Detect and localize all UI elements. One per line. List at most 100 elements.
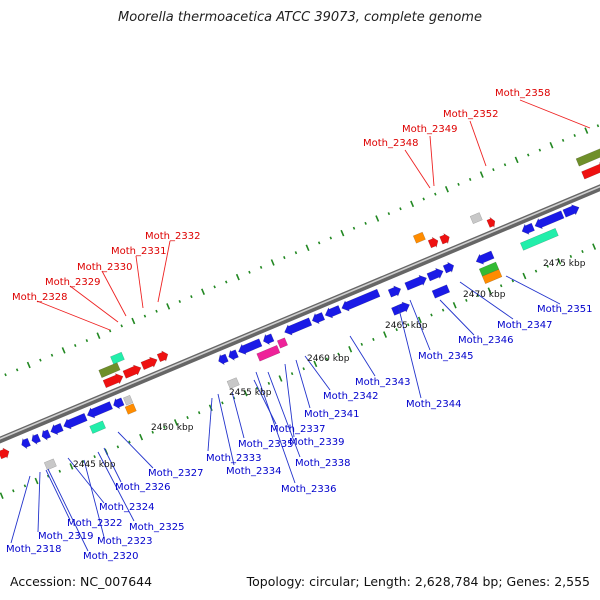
gc-track-bottom-tick <box>487 287 492 294</box>
gene-moth-2347b <box>481 269 503 285</box>
gc-track-top-tick <box>166 303 171 310</box>
gene-label-moth-2327[interactable]: Moth_2327 <box>148 468 203 479</box>
gene-label-moth-2335[interactable]: Moth_2335 <box>238 439 293 450</box>
gene-label-moth-2343[interactable]: Moth_2343 <box>355 377 410 388</box>
gc-track-top-tick <box>96 332 101 339</box>
leader-line-bot <box>207 397 213 452</box>
gc-track-bottom-tick <box>511 279 515 283</box>
gene-label-moth-2346[interactable]: Moth_2346 <box>458 335 513 346</box>
leader-line-bot <box>231 391 245 439</box>
gene-moth-2349b <box>439 232 450 245</box>
gc-track-top-tick <box>39 358 42 362</box>
gene-label-moth-2332[interactable]: Moth_2332 <box>145 231 200 242</box>
scale-label-2450: 2450 kbp <box>151 423 194 433</box>
gc-track-bottom-tick <box>522 272 527 280</box>
leader-line-bot <box>409 299 431 351</box>
gene-label-moth-2337[interactable]: Moth_2337 <box>270 424 325 435</box>
gene-label-moth-2347[interactable]: Moth_2347 <box>497 320 552 331</box>
gene-label-moth-2326[interactable]: Moth_2326 <box>115 482 170 493</box>
gene-label-moth-2324[interactable]: Moth_2324 <box>99 502 154 513</box>
gene-moth-2352 <box>469 212 483 225</box>
gene-label-moth-2334[interactable]: Moth_2334 <box>226 466 281 477</box>
gc-track-top-tick <box>457 182 460 186</box>
gc-track-bottom-tick <box>34 477 39 485</box>
leader-line-top <box>519 99 591 129</box>
gc-track-bottom-tick <box>186 416 189 420</box>
leader-line-bot <box>37 471 41 533</box>
gene-label-moth-2319[interactable]: Moth_2319 <box>38 531 93 542</box>
gc-track-bottom-tick <box>499 284 503 288</box>
gc-track-top-tick <box>387 212 391 216</box>
leader-line-bot <box>67 457 105 504</box>
gene-label-moth-2325[interactable]: Moth_2325 <box>129 522 184 533</box>
gene-moth-2350 <box>521 222 535 235</box>
gene-label-moth-2329[interactable]: Moth_2329 <box>45 277 100 288</box>
gc-track-top-tick <box>364 221 367 225</box>
gc-track-top-tick <box>259 265 263 269</box>
leader-line-bot <box>117 431 154 469</box>
gene-label-moth-2318[interactable]: Moth_2318 <box>6 544 61 555</box>
gene-label-moth-2348[interactable]: Moth_2348 <box>363 138 418 149</box>
gene-moth-2349 <box>427 236 439 249</box>
gc-track-top-tick <box>143 314 147 318</box>
gene-label-moth-2352[interactable]: Moth_2352 <box>443 109 498 120</box>
gene-label-moth-2323[interactable]: Moth_2323 <box>97 536 152 547</box>
gc-track-top-tick <box>131 317 136 325</box>
gc-track-bottom-tick <box>151 430 154 434</box>
gene-moth-2320 <box>41 429 52 441</box>
scale-label-2470: 2470 kbp <box>463 290 506 300</box>
leader-line-bot <box>284 363 295 438</box>
gene-label-moth-2351[interactable]: Moth_2351 <box>537 304 592 315</box>
gene-label-moth-2320[interactable]: Moth_2320 <box>83 551 138 562</box>
gc-track-top-tick <box>410 200 415 208</box>
gene-moth-2334 <box>228 349 239 362</box>
leader-line-bot <box>83 459 105 538</box>
gc-track-top-tick <box>561 138 565 142</box>
gc-track-bottom-tick <box>569 254 573 258</box>
gc-track-bottom-tick <box>383 331 388 338</box>
gene-label-moth-2358[interactable]: Moth_2358 <box>495 88 550 99</box>
gene-label-moth-2344[interactable]: Moth_2344 <box>406 399 461 410</box>
gc-track-top-tick <box>85 339 89 343</box>
leader-line-bot <box>295 359 311 409</box>
gc-skew-ticks <box>0 124 600 499</box>
gene-moth-2358 <box>575 148 600 167</box>
gene-features <box>0 148 600 471</box>
gene-moth-2333 <box>218 353 229 366</box>
gc-track-top-tick <box>503 163 507 167</box>
leader-line-bot <box>253 379 277 425</box>
gene-moth-2333b <box>226 377 240 390</box>
gc-track-bottom-tick <box>128 440 131 444</box>
leader-line-bot <box>349 335 376 377</box>
gc-track-top-tick <box>294 251 298 255</box>
gc-track-top-tick <box>329 236 333 240</box>
gene-label-moth-2339[interactable]: Moth_2339 <box>289 437 344 448</box>
gc-track-bottom-tick <box>395 328 398 332</box>
gene-moth-2341 <box>311 312 326 325</box>
gene-moth-2342 <box>324 305 342 319</box>
gene-label-moth-2338[interactable]: Moth_2338 <box>295 458 350 469</box>
gene-label-moth-2336[interactable]: Moth_2336 <box>281 484 336 495</box>
gc-track-top-tick <box>178 300 182 304</box>
gene-label-moth-2342[interactable]: Moth_2342 <box>323 391 378 402</box>
gene-label-moth-2349[interactable]: Moth_2349 <box>402 124 457 135</box>
gc-track-top-tick <box>514 156 519 164</box>
gene-label-moth-2330[interactable]: Moth_2330 <box>77 262 132 273</box>
gene-label-moth-2341[interactable]: Moth_2341 <box>304 409 359 420</box>
gene-moth-2331b <box>140 356 158 371</box>
gene-label-moth-2328[interactable]: Moth_2328 <box>12 292 67 303</box>
gene-label-moth-2322[interactable]: Moth_2322 <box>67 518 122 529</box>
gene-moth-2337 <box>256 344 281 362</box>
map-title: Moorella thermoacetica ATCC 39073, compl… <box>118 10 482 25</box>
gene-moth-2326 <box>122 394 134 406</box>
gene-label-moth-2345[interactable]: Moth_2345 <box>418 351 473 362</box>
backbone-line <box>0 184 600 444</box>
gc-track-bottom-tick <box>221 401 224 405</box>
gc-track-top-tick <box>492 168 495 172</box>
gc-track-bottom-tick <box>278 375 283 382</box>
gene-label-moth-2331[interactable]: Moth_2331 <box>111 246 166 257</box>
gene-label-moth-2333[interactable]: Moth_2333 <box>206 453 261 464</box>
gc-track-top-tick <box>375 215 380 222</box>
genome-backbone <box>0 184 600 444</box>
gene-moth-2351 <box>519 227 559 251</box>
